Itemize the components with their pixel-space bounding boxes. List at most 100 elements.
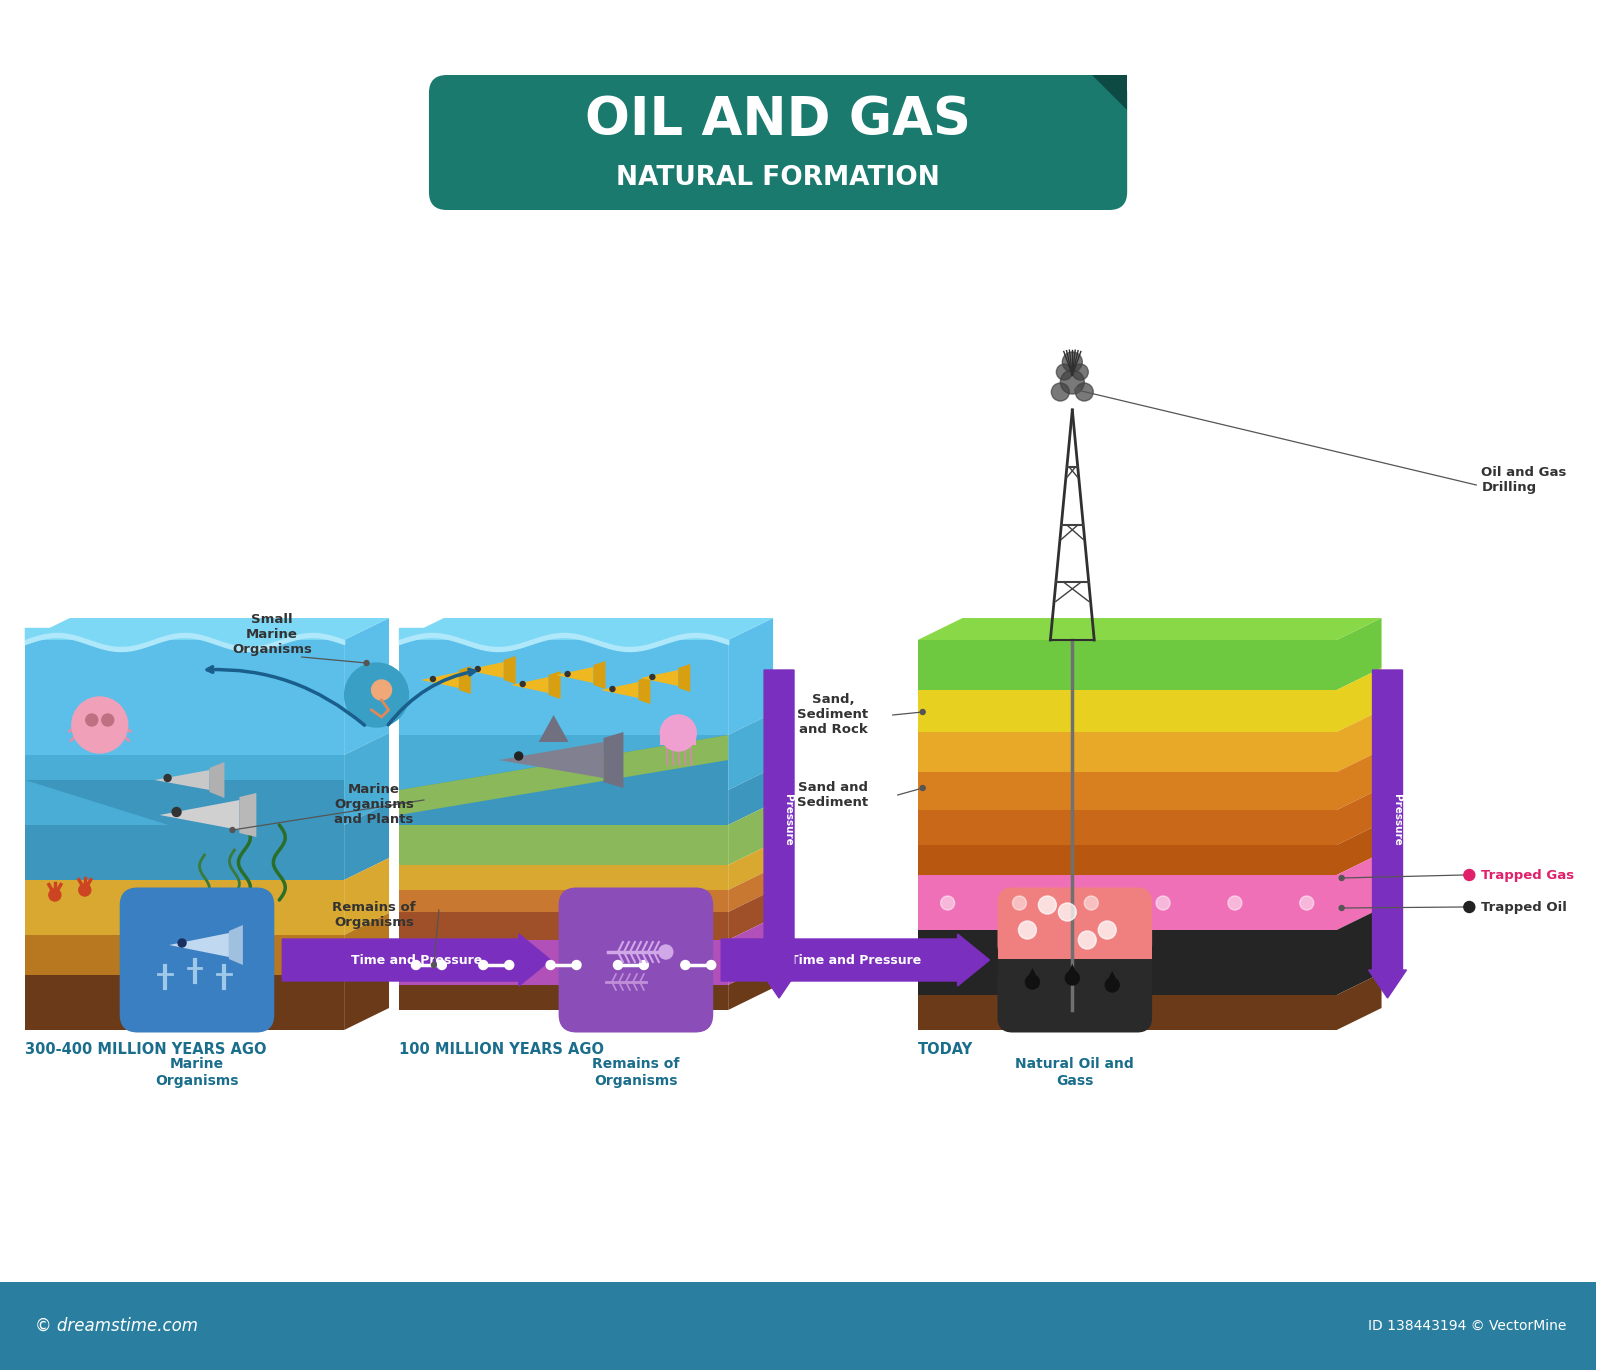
Text: Sand,
Sediment
and Rock: Sand, Sediment and Rock [797, 693, 869, 737]
Polygon shape [344, 912, 389, 975]
Polygon shape [918, 930, 1336, 995]
Circle shape [1299, 896, 1314, 910]
Circle shape [1227, 896, 1242, 910]
Text: 300-400 MILLION YEARS AGO: 300-400 MILLION YEARS AGO [26, 1043, 267, 1058]
Circle shape [1062, 352, 1082, 373]
Circle shape [86, 714, 98, 726]
Text: Oil and Gas
Drilling: Oil and Gas Drilling [1482, 466, 1566, 495]
Text: TODAY: TODAY [918, 1043, 973, 1058]
Circle shape [515, 752, 523, 760]
Polygon shape [1336, 710, 1381, 773]
Polygon shape [398, 734, 728, 790]
Circle shape [613, 960, 622, 970]
Polygon shape [600, 682, 638, 697]
Text: OIL AND GAS: OIL AND GAS [586, 95, 971, 147]
Polygon shape [1336, 823, 1381, 875]
Circle shape [178, 938, 186, 947]
Text: 100 MILLION YEARS AGO: 100 MILLION YEARS AGO [398, 1043, 605, 1058]
Circle shape [941, 896, 955, 910]
Polygon shape [918, 618, 1381, 640]
Polygon shape [26, 640, 344, 755]
Polygon shape [398, 890, 728, 912]
Circle shape [1098, 921, 1117, 938]
Polygon shape [344, 858, 389, 934]
Circle shape [659, 945, 674, 959]
Polygon shape [1336, 854, 1381, 930]
FancyArrow shape [722, 934, 989, 986]
Polygon shape [549, 671, 560, 699]
Circle shape [1058, 903, 1077, 921]
Polygon shape [1336, 973, 1381, 1030]
Polygon shape [344, 733, 389, 825]
Circle shape [1085, 896, 1098, 910]
Circle shape [1157, 896, 1170, 910]
Polygon shape [1336, 669, 1381, 732]
FancyBboxPatch shape [120, 888, 274, 1033]
Circle shape [565, 671, 570, 677]
Text: ID 138443194 © VectorMine: ID 138443194 © VectorMine [1368, 1319, 1566, 1333]
Text: Small
Marine
Organisms: Small Marine Organisms [232, 614, 312, 656]
Circle shape [478, 960, 488, 970]
Polygon shape [728, 803, 773, 864]
Circle shape [1464, 901, 1475, 912]
FancyBboxPatch shape [558, 888, 714, 1033]
Polygon shape [398, 985, 728, 1010]
FancyBboxPatch shape [429, 75, 1126, 210]
Polygon shape [918, 845, 1336, 875]
Circle shape [437, 960, 446, 970]
Polygon shape [398, 790, 728, 825]
Polygon shape [918, 995, 1336, 1030]
Polygon shape [555, 667, 594, 684]
Polygon shape [1066, 964, 1080, 978]
Polygon shape [1336, 618, 1381, 690]
Text: Sand and
Sediment: Sand and Sediment [797, 781, 869, 810]
FancyArrow shape [282, 934, 550, 986]
Circle shape [1051, 384, 1069, 401]
Circle shape [1066, 971, 1080, 985]
Polygon shape [728, 712, 773, 790]
Text: Remains of
Organisms: Remains of Organisms [592, 1058, 680, 1088]
Circle shape [72, 697, 128, 754]
Circle shape [1339, 875, 1344, 881]
Circle shape [504, 960, 514, 970]
Polygon shape [499, 743, 603, 778]
Polygon shape [155, 770, 210, 790]
Polygon shape [918, 773, 1336, 810]
FancyArrow shape [1368, 670, 1406, 997]
Circle shape [573, 960, 581, 970]
Circle shape [650, 674, 654, 680]
Polygon shape [26, 975, 344, 1030]
Polygon shape [539, 715, 568, 743]
Polygon shape [661, 733, 696, 745]
Polygon shape [728, 869, 773, 912]
Polygon shape [728, 890, 773, 940]
Polygon shape [240, 793, 256, 837]
FancyBboxPatch shape [0, 1282, 1597, 1370]
Text: Marine
Organisms: Marine Organisms [155, 1058, 238, 1088]
Polygon shape [728, 843, 773, 890]
Polygon shape [398, 864, 728, 890]
Polygon shape [26, 825, 344, 880]
Circle shape [1078, 932, 1096, 949]
Polygon shape [638, 675, 650, 704]
Polygon shape [640, 670, 678, 686]
Text: Trapped Gas: Trapped Gas [1482, 869, 1574, 881]
Polygon shape [678, 664, 690, 692]
Polygon shape [26, 934, 344, 975]
Text: Marine
Organisms
and Plants: Marine Organisms and Plants [334, 784, 414, 826]
Polygon shape [459, 666, 470, 695]
Polygon shape [728, 769, 773, 825]
Polygon shape [466, 662, 504, 678]
Circle shape [173, 807, 181, 817]
Polygon shape [398, 640, 728, 734]
Circle shape [365, 660, 370, 666]
Polygon shape [170, 933, 229, 958]
Polygon shape [728, 918, 773, 985]
Polygon shape [1336, 788, 1381, 845]
Circle shape [102, 714, 114, 726]
Circle shape [520, 681, 525, 686]
Circle shape [1061, 370, 1085, 395]
Circle shape [1019, 921, 1037, 938]
Polygon shape [398, 734, 728, 790]
Circle shape [432, 963, 437, 967]
